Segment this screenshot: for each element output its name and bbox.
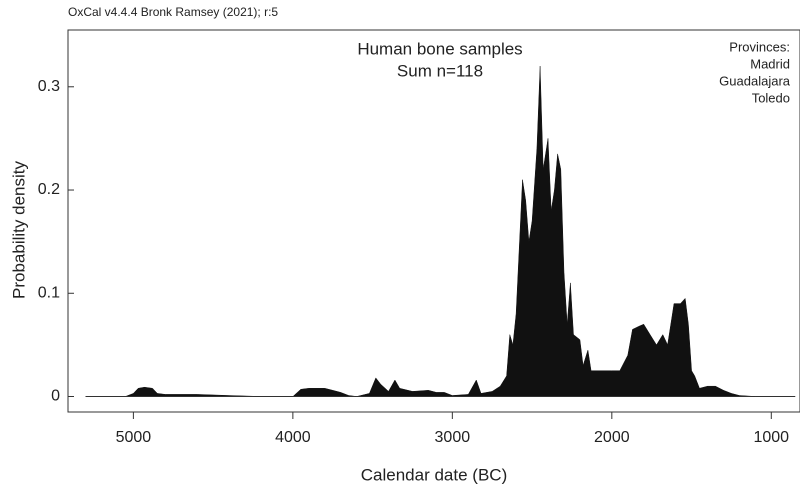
annotation: Provinces: (729, 39, 790, 54)
y-tick-label: 0 (51, 388, 60, 405)
x-tick-label: 5000 (116, 429, 152, 446)
x-axis-label: Calendar date (BC) (361, 465, 507, 484)
density-area (85, 66, 796, 397)
y-axis-label: Probability density (9, 161, 28, 299)
annotation: Madrid (750, 56, 790, 71)
y-tick-label: 0.3 (38, 78, 60, 95)
annotation: Toledo (752, 90, 790, 105)
header: OxCal v4.4.4 Bronk Ramsey (2021); r:5 (68, 5, 278, 19)
y-tick-label: 0.2 (38, 181, 60, 198)
y-tick-label: 0.1 (38, 284, 60, 301)
chart-title: Human bone samples (357, 39, 522, 58)
x-tick-label: 2000 (594, 429, 630, 446)
chart-subtitle: Sum n=118 (397, 61, 483, 80)
plot-frame (67, 29, 800, 413)
x-tick-label: 4000 (275, 429, 311, 446)
x-tick-label: 1000 (753, 429, 789, 446)
annotation: Guadalajara (719, 73, 791, 88)
x-tick-label: 3000 (435, 429, 471, 446)
